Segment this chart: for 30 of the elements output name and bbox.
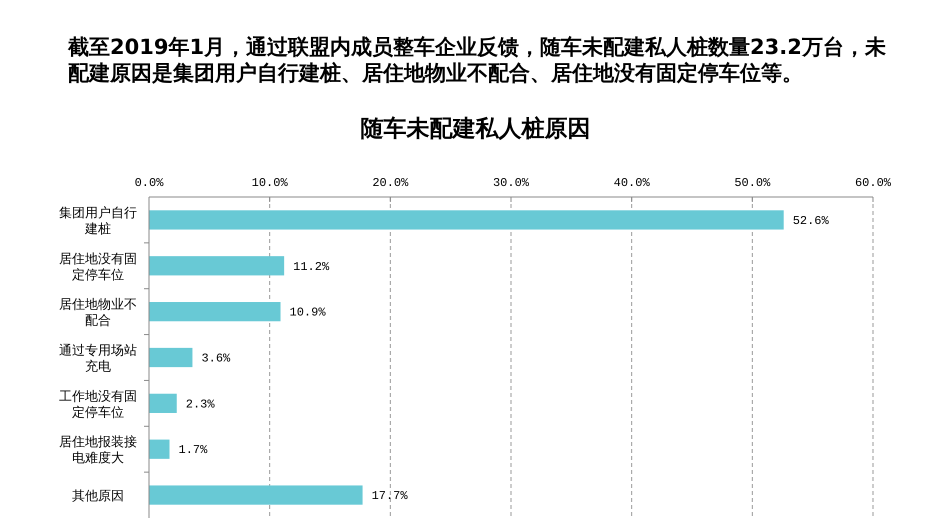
data-label: 3.6%: [201, 352, 232, 366]
chart-title: 随车未配建私人桩原因: [360, 116, 590, 141]
x-tick-label: 30.0%: [492, 176, 530, 190]
x-tick-label: 40.0%: [614, 176, 650, 190]
data-label: 10.9%: [290, 306, 326, 320]
bar: [149, 394, 177, 413]
x-tick-label: 0.0%: [134, 176, 164, 190]
y-tick-label: 通过专用场站充电: [59, 344, 137, 374]
y-tick-label: 居住地没有固定停车位: [59, 252, 137, 283]
y-tick-label: 集团用户自行建桩: [59, 206, 137, 237]
bar: [149, 348, 192, 368]
data-label: 2.3%: [186, 397, 216, 412]
y-tick-label: 其他原因: [72, 489, 124, 504]
x-tick-label: 60.0%: [854, 176, 892, 190]
data-label: 11.2%: [293, 260, 330, 274]
data-label: 17.7%: [372, 489, 408, 504]
y-tick-label: 工作地没有固定停车位: [59, 389, 137, 420]
bar: [149, 302, 281, 322]
x-tick-label: 50.0%: [734, 176, 772, 190]
data-label: 52.6%: [792, 214, 830, 228]
x-tick-label: 20.0%: [372, 176, 410, 190]
bar: [149, 440, 170, 459]
x-tick-label: 10.0%: [252, 176, 288, 190]
y-tick-label: 居住地物业不配合: [59, 298, 137, 329]
y-tick-label: 居住地报装接电难度大: [59, 435, 137, 466]
bar: [149, 256, 284, 276]
bar: [149, 485, 363, 505]
data-label: 1.7%: [178, 443, 208, 458]
chart-subtitle: 截至2019年1月，通过联盟内成员整车企业反馈，随车未配建私人桩数量23.2万台，未配建原因是集团用户自行建桩、居住地物业不配合、居住地没有固定停车位等。: [67, 35, 886, 85]
bar: [149, 210, 784, 230]
